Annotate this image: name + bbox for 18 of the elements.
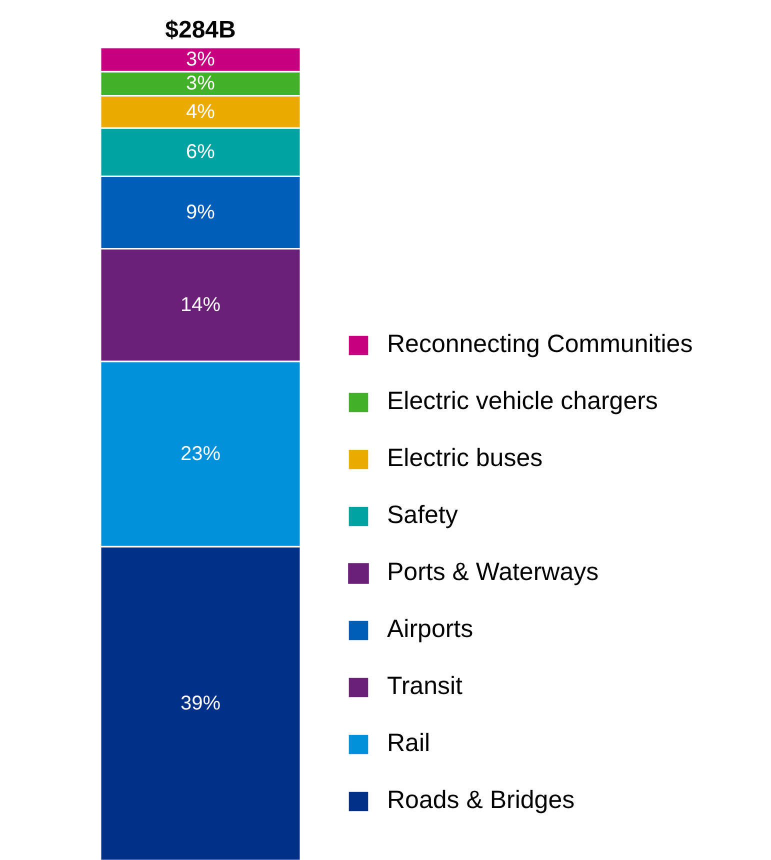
- legend-label: Rail: [387, 729, 430, 758]
- legend-label: Safety: [387, 501, 458, 530]
- data-label: 9%: [186, 202, 216, 224]
- legend-label: Electric buses: [387, 444, 543, 473]
- data-label: 3%: [186, 72, 216, 95]
- data-label: 23%: [180, 443, 221, 465]
- legend-label: Reconnecting Communities: [387, 330, 693, 359]
- data-label: 39%: [180, 692, 221, 715]
- legend-label: Ports & Waterways: [387, 558, 599, 587]
- chart-title: $284B: [165, 16, 236, 44]
- legend-label: Roads & Bridges: [387, 786, 575, 815]
- data-label: 6%: [186, 141, 216, 164]
- data-label: 14%: [180, 294, 221, 316]
- legend-label: Transit: [387, 672, 462, 701]
- legend-label: Electric vehicle chargers: [387, 387, 658, 416]
- data-label: 4%: [186, 100, 216, 123]
- data-label: 3%: [186, 48, 216, 71]
- legend-label: Airports: [387, 615, 474, 644]
